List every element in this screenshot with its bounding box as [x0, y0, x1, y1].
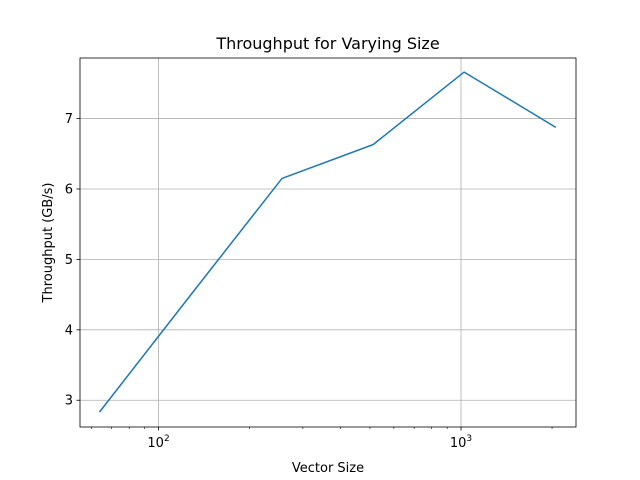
plot-frame — [79, 57, 577, 428]
x-axis-label: Vector Size — [292, 461, 364, 476]
chart-title: Throughput for Varying Size — [215, 34, 439, 53]
x-tick-label: 102 — [147, 434, 169, 451]
y-tick-label: 4 — [65, 323, 73, 338]
x-tick-label: 103 — [450, 434, 472, 451]
y-tick-label: 5 — [65, 253, 73, 268]
series-layer — [98, 71, 557, 413]
y-tick-label: 3 — [65, 394, 73, 409]
y-tick-label: 6 — [65, 182, 73, 197]
y-tick-label: 7 — [65, 112, 73, 127]
series-line — [98, 71, 557, 413]
y-axis-label: Throughput (GB/s) — [41, 183, 56, 304]
